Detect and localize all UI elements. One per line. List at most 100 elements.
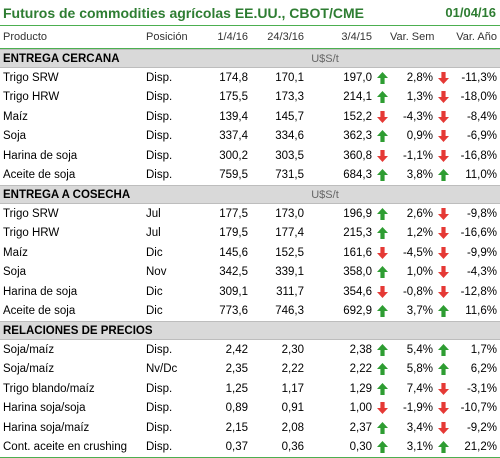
arrow-down-icon — [376, 402, 388, 415]
yearly-change-cell: -9,2% — [466, 421, 497, 434]
product-cell: Cont. aceite en crushing — [3, 441, 128, 454]
yearly-change-cell: 6,2% — [470, 363, 497, 376]
weekly-trend — [374, 382, 390, 395]
weekly-change-cell: 3,8% — [406, 169, 433, 182]
weekly-trend — [374, 71, 390, 84]
table-row: Soja Nov 342,5 339,1 358,0 1,0% -4,3% — [0, 263, 500, 283]
yearly-change-cell: -16,8% — [460, 149, 497, 162]
weekly-change-cell: -4,3% — [402, 110, 433, 123]
position-cell: Jul — [146, 227, 161, 240]
table-row: Soja Disp. 337,4 334,6 362,3 0,9% -6,9% — [0, 127, 500, 147]
arrow-down-icon — [376, 285, 388, 298]
table-row: Trigo blando/maíz Disp. 1,25 1,17 1,29 7,4% -3… — [0, 379, 500, 399]
yearly-change-cell: -4,3% — [466, 266, 497, 279]
title-bar: Futuros de commodities agrícolas EE.UU.,… — [0, 0, 500, 25]
weekly-change-cell: -4,5% — [402, 246, 433, 259]
table-body: ENTREGA CERCANA U$S/t Trigo SRW Disp. 174,8 1… — [0, 49, 500, 457]
price-cell-1: 1,25 — [225, 382, 248, 395]
position-cell: Jul — [146, 207, 161, 220]
price-cell-3: 1,29 — [349, 382, 372, 395]
table-row: Harina de soja Dic 309,1 311,7 354,6 -0,8% -12… — [0, 282, 500, 302]
yearly-change-cell: -9,8% — [466, 207, 497, 220]
position-cell: Disp. — [146, 343, 173, 356]
weekly-trend — [374, 149, 390, 162]
price-cell-1: 300,2 — [219, 149, 248, 162]
price-cell-2: 177,4 — [275, 227, 304, 240]
yearly-change-cell: -3,1% — [466, 382, 497, 395]
table-row: Cont. aceite en crushing Disp. 0,37 0,36 0,3… — [0, 438, 500, 458]
header-producto: Producto — [3, 31, 48, 43]
yearly-change-cell: -8,4% — [466, 110, 497, 123]
product-cell: Trigo HRW — [3, 227, 60, 240]
table-row: Harina soja/maíz Disp. 2,15 2,08 2,37 3,4% -9,… — [0, 418, 500, 438]
weekly-change-cell: 5,8% — [406, 363, 433, 376]
yearly-trend — [435, 266, 451, 279]
section-unit: U$S/t — [311, 52, 339, 65]
price-cell-1: 337,4 — [219, 130, 248, 143]
position-cell: Disp. — [146, 71, 173, 84]
yearly-trend — [435, 91, 451, 104]
price-cell-3: 2,38 — [349, 343, 372, 356]
position-cell: Nov — [146, 266, 167, 279]
weekly-trend — [374, 266, 390, 279]
price-cell-2: 339,1 — [275, 266, 304, 279]
price-cell-1: 773,6 — [219, 305, 248, 318]
price-cell-3: 2,37 — [349, 421, 372, 434]
position-cell: Dic — [146, 305, 163, 318]
page-title: Futuros de commodities agrícolas EE.UU.,… — [3, 4, 364, 21]
arrow-up-icon — [376, 130, 388, 143]
yearly-change-cell: -6,9% — [466, 130, 497, 143]
yearly-trend — [435, 227, 451, 240]
price-cell-1: 2,42 — [225, 343, 248, 356]
arrow-down-icon — [437, 402, 449, 415]
arrow-up-icon — [376, 266, 388, 279]
price-cell-3: 2,22 — [349, 363, 372, 376]
arrow-down-icon — [437, 130, 449, 143]
header-posicion: Posición — [146, 31, 188, 43]
price-cell-2: 173,3 — [275, 91, 304, 104]
product-cell: Trigo HRW — [3, 91, 60, 104]
position-cell: Disp. — [146, 91, 173, 104]
yearly-change-cell: -9,9% — [466, 246, 497, 259]
arrow-down-icon — [437, 285, 449, 298]
weekly-trend — [374, 169, 390, 182]
product-cell: Harina soja/soja — [3, 402, 86, 415]
yearly-change-cell: 11,6% — [465, 305, 497, 318]
table-row: Trigo SRW Jul 177,5 173,0 196,9 2,6% -9,8% — [0, 204, 500, 224]
price-cell-2: 303,5 — [275, 149, 304, 162]
table-row: Harina de soja Disp. 300,2 303,5 360,8 -1,1% -… — [0, 146, 500, 166]
price-cell-2: 0,91 — [281, 402, 304, 415]
weekly-change-cell: -1,1% — [402, 149, 433, 162]
price-cell-1: 0,89 — [225, 402, 248, 415]
product-cell: Soja/maíz — [3, 343, 55, 356]
weekly-trend — [374, 207, 390, 220]
section-header: ENTREGA A COSECHA U$S/t — [0, 185, 500, 204]
arrow-up-icon — [437, 169, 449, 182]
arrow-down-icon — [376, 246, 388, 259]
section-label: ENTREGA A COSECHA — [3, 188, 131, 201]
arrow-down-icon — [437, 227, 449, 240]
arrow-down-icon — [437, 421, 449, 434]
yearly-change-cell: -10,7% — [460, 402, 497, 415]
weekly-trend — [374, 441, 390, 454]
price-cell-3: 354,6 — [343, 285, 372, 298]
report-date: 01/04/16 — [445, 5, 496, 20]
weekly-change-cell: 0,9% — [406, 130, 433, 143]
price-cell-1: 2,15 — [225, 421, 248, 434]
arrow-up-icon — [376, 227, 388, 240]
weekly-trend — [374, 402, 390, 415]
product-cell: Soja — [3, 130, 27, 143]
position-cell: Disp. — [146, 130, 173, 143]
header-var-sem: Var. Sem. — [390, 31, 435, 43]
arrow-up-icon — [437, 305, 449, 318]
product-cell: Harina soja/maíz — [3, 421, 90, 434]
arrow-down-icon — [437, 110, 449, 123]
price-cell-1: 2,35 — [225, 363, 248, 376]
weekly-change-cell: 1,3% — [406, 91, 433, 104]
section-unit: U$S/t — [311, 188, 339, 201]
price-cell-2: 334,6 — [275, 130, 304, 143]
weekly-change-cell: 1,2% — [406, 227, 433, 240]
header-date-2: 24/3/16 — [267, 31, 304, 43]
arrow-down-icon — [437, 266, 449, 279]
